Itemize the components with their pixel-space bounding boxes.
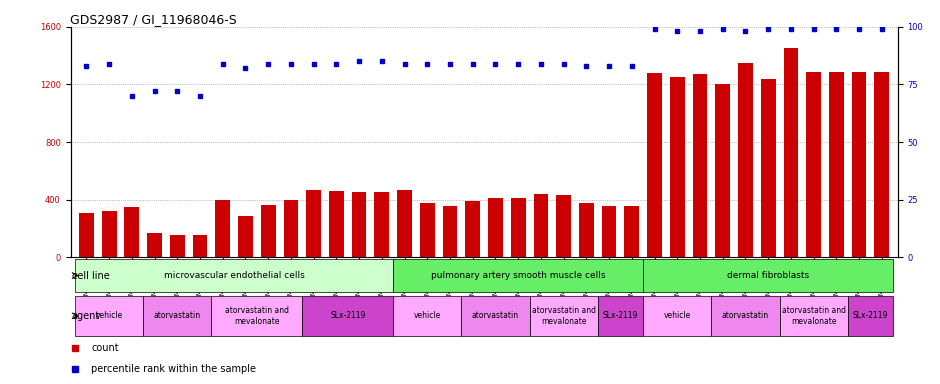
Bar xyxy=(148,233,162,257)
Bar xyxy=(75,296,143,336)
Text: atorvastatin and
mevalonate: atorvastatin and mevalonate xyxy=(225,306,289,326)
Bar xyxy=(712,296,779,336)
Text: agent: agent xyxy=(71,311,100,321)
Bar xyxy=(352,192,367,257)
Bar xyxy=(760,79,776,257)
Bar xyxy=(643,296,712,336)
Bar xyxy=(510,197,525,257)
Bar xyxy=(374,192,389,257)
Text: count: count xyxy=(91,343,118,353)
Bar xyxy=(102,211,117,257)
Bar xyxy=(647,73,662,257)
Bar xyxy=(852,71,867,257)
Text: SLx-2119: SLx-2119 xyxy=(853,311,888,320)
Bar xyxy=(443,206,458,257)
Bar xyxy=(329,191,344,257)
Bar xyxy=(306,190,321,257)
Bar xyxy=(75,259,393,292)
Bar xyxy=(212,296,303,336)
Bar xyxy=(393,259,643,292)
Bar xyxy=(143,296,212,336)
Text: atorvastatin: atorvastatin xyxy=(472,311,519,320)
Text: atorvastatin and
mevalonate: atorvastatin and mevalonate xyxy=(532,306,596,326)
Bar xyxy=(738,63,753,257)
Text: cell line: cell line xyxy=(71,270,109,281)
Bar xyxy=(303,296,393,336)
Bar xyxy=(643,259,893,292)
Bar xyxy=(598,296,643,336)
Bar xyxy=(624,206,639,257)
Bar xyxy=(693,74,708,257)
Text: microvascular endothelial cells: microvascular endothelial cells xyxy=(164,271,305,280)
Text: atorvastatin: atorvastatin xyxy=(154,311,201,320)
Text: vehicle: vehicle xyxy=(96,311,123,320)
Text: vehicle: vehicle xyxy=(414,311,441,320)
Bar xyxy=(556,195,571,257)
Bar xyxy=(488,198,503,257)
Text: SLx-2119: SLx-2119 xyxy=(330,311,366,320)
Bar xyxy=(420,203,434,257)
Text: atorvastatin and
mevalonate: atorvastatin and mevalonate xyxy=(782,306,846,326)
Bar xyxy=(462,296,529,336)
Bar xyxy=(124,207,139,257)
Text: pulmonary artery smooth muscle cells: pulmonary artery smooth muscle cells xyxy=(431,271,605,280)
Text: vehicle: vehicle xyxy=(664,311,691,320)
Bar xyxy=(534,194,548,257)
Bar xyxy=(579,203,594,257)
Bar xyxy=(170,235,184,257)
Bar xyxy=(260,205,275,257)
Bar xyxy=(238,215,253,257)
Bar xyxy=(79,213,94,257)
Bar xyxy=(393,296,462,336)
Bar xyxy=(848,296,893,336)
Bar xyxy=(529,296,598,336)
Bar xyxy=(829,72,844,257)
Bar xyxy=(215,200,230,257)
Bar xyxy=(779,296,848,336)
Text: dermal fibroblasts: dermal fibroblasts xyxy=(728,271,809,280)
Bar xyxy=(874,72,889,257)
Text: atorvastatin: atorvastatin xyxy=(722,311,769,320)
Bar xyxy=(284,200,298,257)
Bar xyxy=(465,201,480,257)
Bar xyxy=(670,77,684,257)
Text: SLx-2119: SLx-2119 xyxy=(603,311,638,320)
Bar xyxy=(715,84,730,257)
Bar xyxy=(784,48,798,257)
Bar xyxy=(602,206,617,257)
Text: GDS2987 / GI_11968046-S: GDS2987 / GI_11968046-S xyxy=(70,13,237,26)
Bar xyxy=(398,190,412,257)
Text: percentile rank within the sample: percentile rank within the sample xyxy=(91,364,257,374)
Bar xyxy=(193,235,208,257)
Bar xyxy=(807,71,821,257)
